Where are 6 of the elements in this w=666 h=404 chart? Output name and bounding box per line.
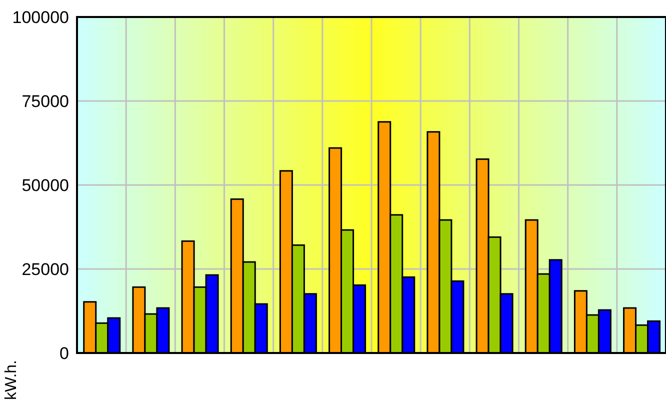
y-tick-label: 50000 bbox=[22, 176, 69, 196]
y-tick-label: 75000 bbox=[22, 92, 69, 112]
y-tick-label: 25000 bbox=[22, 260, 69, 280]
y-tick-label: 0 bbox=[60, 344, 69, 364]
y-tick-label: 100000 bbox=[12, 8, 69, 28]
y-axis-title: kW.h. bbox=[3, 360, 20, 400]
